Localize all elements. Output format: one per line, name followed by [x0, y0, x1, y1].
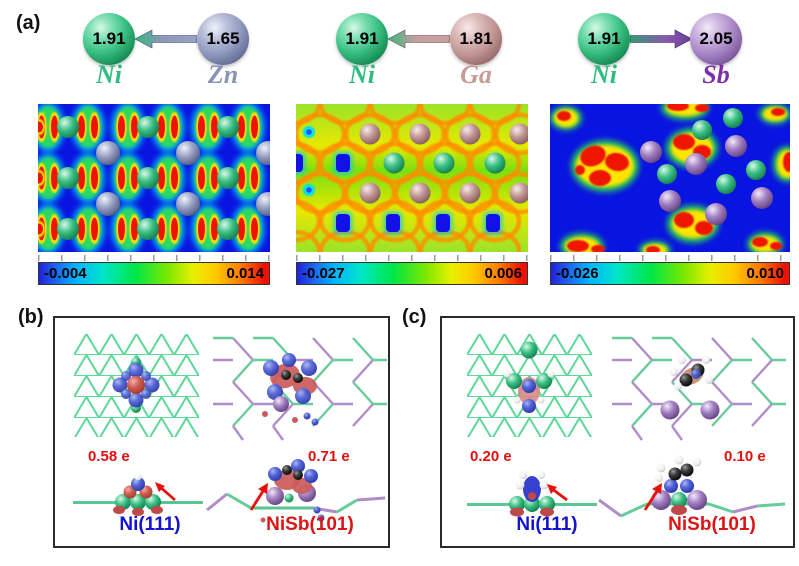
sb-spheres	[640, 135, 773, 225]
ni-element-label: Ni	[349, 60, 375, 89]
ni-atom-ball: 1.91	[336, 13, 388, 65]
surface-label-ni111: Ni(111)	[516, 514, 578, 535]
colorbar-min-label: -0.027	[302, 265, 345, 282]
nisb-lattice	[213, 336, 387, 441]
panel-c-box: 0.20 e 0.10 e	[440, 316, 795, 548]
ga-element-label: Ga	[460, 60, 492, 89]
ni111-top-view	[74, 334, 199, 437]
zn-spheres	[96, 141, 270, 216]
nisb-lattice	[612, 336, 786, 441]
ni-element-label: Ni	[591, 60, 617, 89]
nisb101-top-view	[213, 336, 387, 441]
isosurface-cluster	[112, 357, 160, 413]
nisb101-side-view	[598, 455, 786, 518]
surface-label-nisb101: NiSb(101)	[668, 514, 756, 535]
red-arrow	[155, 482, 176, 502]
charge-density-map-ni-ga	[296, 104, 528, 252]
charge-flow-arrow-ni-to-sb	[630, 29, 692, 49]
colorbar-max-label: 0.014	[226, 265, 264, 282]
charge-transfer-value: 0.58 e	[88, 448, 130, 465]
ni111-side-view	[467, 471, 597, 517]
ni-atom-ball: 1.91	[578, 13, 630, 65]
panel-a-label: (a)	[16, 12, 41, 34]
adsorbate-molecule	[660, 356, 720, 420]
colorbar-min-label: -0.026	[556, 265, 599, 282]
charge-transfer-value: 0.20 e	[470, 448, 512, 465]
red-arrow	[249, 483, 268, 511]
zn-element-label: Zn	[207, 60, 239, 89]
panel-b-label: (b)	[18, 306, 44, 328]
ni-spheres	[57, 116, 239, 240]
colorbar-ni-ga: -0.027 0.006	[296, 262, 528, 285]
nisb101-top-view	[612, 336, 786, 441]
ni-atom-ball: 1.91	[83, 13, 135, 65]
isosurface-cluster	[262, 353, 319, 426]
ni-spheres	[383, 152, 506, 174]
colorbar-ticks	[296, 255, 528, 261]
charge-flow-arrow-ga-to-ni	[388, 29, 450, 49]
charge-flow-arrow-zn-to-ni	[135, 29, 197, 49]
charge-transfer-value: 0.71 e	[308, 448, 350, 465]
ni-element-label: Ni	[96, 60, 122, 89]
colorbar-ticks	[38, 255, 270, 261]
red-arrow	[547, 484, 568, 502]
nisb101-side-view	[206, 459, 386, 523]
density-blobs	[550, 104, 790, 252]
ga-atom-ball: 1.81	[450, 13, 502, 65]
adsorbate-cluster	[503, 341, 555, 413]
colorbar-max-label: 0.010	[746, 265, 784, 282]
surface-label-nisb101: NiSb(101)	[266, 514, 354, 535]
panel-b-box: 0.58 e 0.71 e	[53, 316, 390, 548]
charge-transfer-value: 0.10 e	[724, 448, 766, 465]
colorbar-ticks	[550, 255, 790, 261]
panel-c-label: (c)	[402, 306, 427, 328]
sb-atom-ball: 2.05	[690, 13, 742, 65]
colorbar-max-label: 0.006	[484, 265, 522, 282]
ni111-side-view	[73, 473, 203, 516]
charge-density-map-ni-sb	[550, 104, 790, 252]
surface-label-ni111: Ni(111)	[119, 514, 181, 535]
red-arrow	[643, 483, 662, 511]
zn-atom-ball: 1.65	[197, 13, 249, 65]
colorbar-min-label: -0.004	[44, 265, 87, 282]
substrate-chain	[206, 492, 386, 514]
ni111-top-view	[467, 334, 592, 437]
ga-spheres	[359, 123, 528, 204]
density-lobes	[38, 104, 265, 252]
colorbar-ni-zn: -0.004 0.014	[38, 262, 270, 285]
ni-spheres	[657, 108, 766, 194]
sb-element-label: Sb	[702, 60, 730, 89]
colorbar-ni-sb: -0.026 0.010	[550, 262, 790, 285]
charge-density-map-ni-zn	[38, 104, 270, 252]
